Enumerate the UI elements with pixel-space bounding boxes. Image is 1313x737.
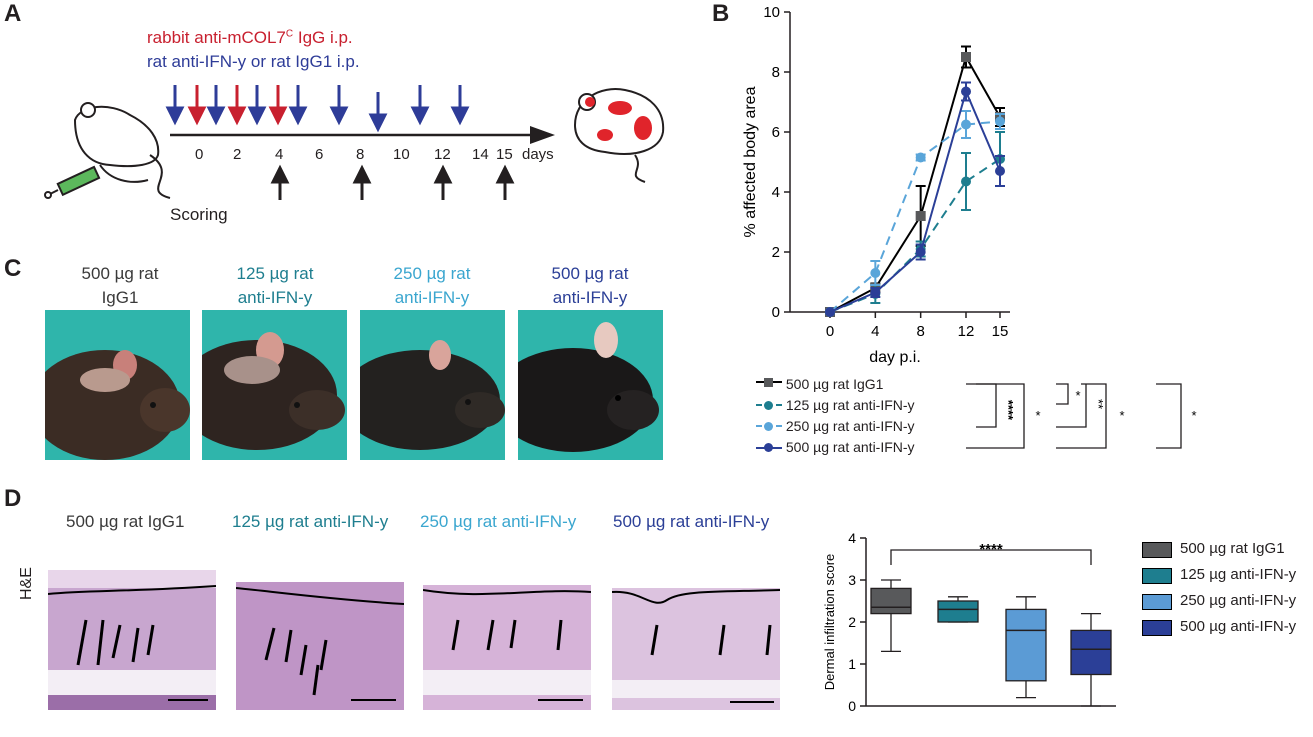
tick-label: 0 <box>195 146 204 163</box>
timeline-figure <box>44 85 555 200</box>
histology-image-1 <box>48 570 216 710</box>
treatment-line-blue: rat anti-IFN-y or rat IgG1 i.p. <box>147 52 360 71</box>
photo-label-1: 500 µg rat IgG1 <box>81 264 159 307</box>
tick-label: 8 <box>356 146 365 163</box>
histology-image-4 <box>612 570 780 710</box>
legend-item: 500 µg rat anti-IFN-y <box>756 439 915 455</box>
mouse-photo-1 <box>45 310 190 460</box>
tick-label: 10 <box>393 146 410 163</box>
tick-label: 4 <box>275 146 284 163</box>
tick-label: 14 <box>472 146 489 163</box>
data-point <box>825 307 835 317</box>
line-chart: 0 2 4 6 8 10 0 4 8 12 15 % affected body area day… <box>742 4 1010 366</box>
series-line <box>829 54 1001 313</box>
histology-image-2 <box>236 570 404 710</box>
sig-label: * <box>1119 408 1124 423</box>
x-tick-label: 4 <box>871 323 879 340</box>
stain-label: H&E <box>18 567 35 600</box>
sig-label: **** <box>979 541 1003 558</box>
y-tick-label: 3 <box>848 572 856 588</box>
sig-label: ** <box>1091 399 1106 409</box>
x-tick-label: 12 <box>958 323 975 340</box>
data-point <box>915 152 926 163</box>
box <box>1070 629 1112 676</box>
y-tick-label: 8 <box>772 64 780 81</box>
y-tick-label: 4 <box>772 184 780 201</box>
mouse-photo-4 <box>518 310 663 460</box>
panel-letter-d: D <box>4 485 22 512</box>
data-point <box>961 119 971 130</box>
photo-label-4: 500 µg rat anti-IFN-y <box>551 264 629 307</box>
legend-item: 250 µg rat anti-IFN-y <box>756 418 915 434</box>
panel-letter-c: C <box>4 255 22 282</box>
timeline-unit: days <box>522 146 554 163</box>
legend-item: 500 µg rat IgG1 <box>1142 540 1296 566</box>
scoring-label: Scoring <box>170 205 228 224</box>
histology-image-3 <box>423 570 591 710</box>
y-tick-label: 10 <box>763 4 780 21</box>
x-axis-label: day p.i. <box>869 349 921 366</box>
data-point <box>995 116 1005 127</box>
x-tick-label: 15 <box>992 323 1009 340</box>
histo-label-3: 250 µg rat anti-IFN-y <box>420 512 577 531</box>
sig-label: * <box>1191 408 1196 423</box>
photo-label-3: 250 µg rat anti-IFN-y <box>393 264 471 307</box>
mouse-photo-3 <box>360 310 505 460</box>
histo-label-2: 125 µg rat anti-IFN-y <box>232 512 389 531</box>
data-point <box>870 268 881 278</box>
legend-item: 125 µg anti-IFN-y <box>1142 566 1296 592</box>
y-axis-label: Dermal infiltration score <box>822 554 837 691</box>
data-point <box>870 287 881 298</box>
box <box>870 587 912 615</box>
line-chart-legend: 500 µg rat IgG1 125 µg rat anti-IFN-y 25… <box>756 372 1216 462</box>
scoring-arrows <box>270 164 515 200</box>
y-tick-label: 2 <box>848 614 856 630</box>
treatment-line-red: rabbit anti-mCOL7C IgG i.p. <box>147 28 353 47</box>
injection-arrows <box>165 85 470 133</box>
box <box>1005 608 1047 682</box>
x-tick-label: 0 <box>826 323 834 340</box>
tick-label: 15 <box>496 146 513 163</box>
data-point <box>915 211 926 221</box>
legend-item: 500 µg rat IgG1 <box>756 376 883 392</box>
y-tick-label: 6 <box>772 124 780 141</box>
tick-label: 12 <box>434 146 451 163</box>
mouse-syringe-icon <box>44 102 171 199</box>
tick-label: 2 <box>233 146 242 163</box>
sig-label: * <box>1035 408 1040 423</box>
box-plot-legend: 500 µg rat IgG1 125 µg anti-IFN-y 250 µg… <box>1142 540 1296 644</box>
data-point <box>915 247 926 257</box>
panel-letter-a: A <box>4 0 22 27</box>
y-axis-label: % affected body area <box>742 86 759 237</box>
tick-label: 6 <box>315 146 324 163</box>
data-point <box>961 86 971 97</box>
mouse-photo-2 <box>202 310 347 460</box>
sig-label: * <box>1075 388 1080 403</box>
y-tick-label: 1 <box>848 656 856 672</box>
legend-item: 125 µg rat anti-IFN-y <box>756 397 915 413</box>
y-tick-label: 0 <box>848 698 856 714</box>
x-tick-label: 8 <box>916 323 924 340</box>
box-plot: 0 1 2 3 4 **** Dermal infiltration score <box>822 530 1116 714</box>
diseased-mouse-icon <box>573 88 665 183</box>
series-line <box>829 120 1001 313</box>
box <box>937 600 979 623</box>
y-tick-label: 0 <box>772 304 780 321</box>
panel-letter-b: B <box>712 0 730 27</box>
histo-label-1: 500 µg rat IgG1 <box>66 512 185 531</box>
histo-label-4: 500 µg rat anti-IFN-y <box>613 512 770 531</box>
legend-item: 250 µg anti-IFN-y <box>1142 592 1296 618</box>
data-point <box>961 52 971 62</box>
sig-label: **** <box>1001 400 1016 421</box>
data-point <box>995 166 1005 176</box>
legend-item: 500 µg anti-IFN-y <box>1142 618 1296 644</box>
data-point <box>961 176 971 187</box>
y-tick-label: 4 <box>848 530 856 546</box>
y-tick-label: 2 <box>772 244 780 261</box>
sig-bracket <box>890 549 1092 565</box>
significance-brackets: **** * * ** * * <box>966 383 1197 449</box>
photo-label-2: 125 µg rat anti-IFN-y <box>236 264 314 307</box>
